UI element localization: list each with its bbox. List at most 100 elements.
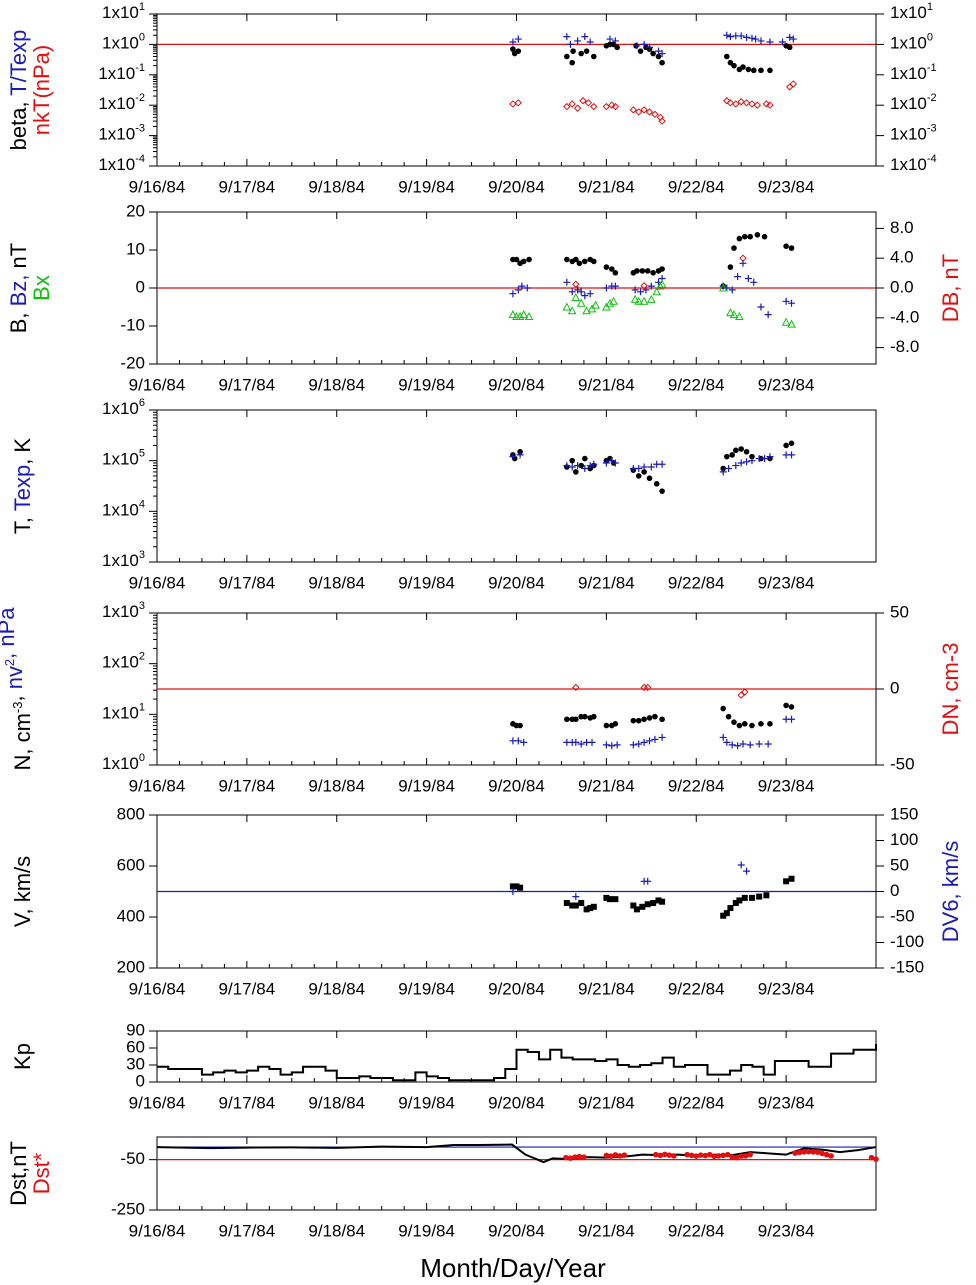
data-point-beta: [640, 106, 648, 114]
x-tick-label: 9/17/84: [219, 776, 276, 795]
y-axis-label-mag: B, Bz, nT: [6, 243, 31, 334]
data-point-velocity: [743, 867, 751, 875]
series-line-kp: [157, 1044, 877, 1082]
y-tick-label: 1x101: [102, 701, 145, 723]
data-point-temp: [653, 480, 660, 487]
data-point-beta: [514, 35, 522, 43]
data-point-dst: [868, 1154, 875, 1161]
x-tick-label: 9/16/84: [129, 776, 186, 795]
data-point-mag: [781, 317, 791, 326]
data-point-mag: [652, 287, 662, 296]
x-tick-label: 9/19/84: [398, 979, 455, 998]
data-point-mag: [602, 302, 611, 311]
data-point-density: [635, 717, 642, 724]
data-point-density: [520, 738, 528, 746]
data-point-dst: [801, 1149, 807, 1155]
x-tick-label: 9/21/84: [578, 979, 635, 998]
x-tick-label: 9/18/84: [308, 1093, 365, 1112]
data-point-beta: [786, 33, 794, 41]
data-point-beta: [602, 102, 611, 111]
y-axis-label-mag: Bx: [29, 275, 54, 301]
x-tick-label: 9/20/84: [488, 573, 545, 592]
data-point-beta: [583, 48, 590, 54]
data-point-temp: [743, 448, 750, 455]
y-tick-label: -50: [120, 1149, 145, 1168]
panel-velocity: 9/16/84 9/17/84 9/18/84 9/19/84 9/20/84 9/21/…: [10, 804, 963, 998]
data-point-beta: [637, 48, 644, 54]
data-point-mag: [591, 300, 600, 309]
data-point-temp: [635, 473, 642, 479]
x-tick-label: 9/23/84: [758, 1093, 815, 1112]
data-point-dst: [873, 1156, 879, 1162]
x-axis-title: Month/Day/Year: [420, 1253, 606, 1283]
data-point-dst: [657, 1152, 664, 1159]
x-tick-label: 9/21/84: [578, 177, 635, 196]
x-tick-label: 9/22/84: [668, 776, 725, 795]
data-point-beta: [611, 37, 619, 45]
data-point-mag: [659, 266, 665, 272]
y-axis-label-part: B,: [6, 306, 31, 333]
data-point-beta: [732, 100, 740, 108]
data-point-temp: [581, 465, 589, 473]
y-tick-label: 0: [136, 1071, 145, 1090]
x-tick-label: 9/23/84: [758, 375, 815, 394]
data-point-beta: [742, 99, 751, 107]
data-point-beta: [590, 53, 597, 60]
data-point-beta: [726, 33, 734, 41]
data-point-velocity: [633, 906, 640, 913]
x-tick-label: 9/21/84: [578, 1221, 635, 1240]
right-y-tick-label: 1x10-4: [890, 153, 937, 175]
right-y-tick-label: 1x101: [890, 1, 933, 23]
data-point-mag: [727, 264, 734, 270]
y-axis-label-dst: Dst*: [29, 1152, 54, 1194]
data-point-density: [613, 741, 621, 749]
data-point-velocity: [732, 899, 739, 906]
data-point-mag: [788, 299, 796, 307]
y-tick-label: 800: [117, 804, 145, 823]
y-axis-label-part: V, km/s: [10, 856, 35, 927]
x-tick-label: 9/19/84: [398, 1221, 455, 1240]
data-point-dst: [612, 1152, 619, 1158]
data-point-dst: [742, 1153, 749, 1159]
data-point-mag: [631, 286, 639, 294]
data-point-temp: [749, 453, 755, 460]
data-point-mag: [634, 268, 640, 274]
data-point-mag: [750, 278, 758, 286]
data-point-density: [767, 721, 773, 727]
right-y-tick-label: -50: [890, 754, 915, 773]
data-point-beta: [766, 101, 774, 109]
y-tick-label: 1x105: [102, 448, 145, 470]
data-point-velocity: [639, 903, 646, 910]
data-point-beta: [748, 100, 756, 108]
x-tick-label: 9/17/84: [219, 979, 276, 998]
x-tick-label: 9/16/84: [129, 1093, 186, 1112]
data-point-beta: [646, 43, 654, 51]
data-point-temp: [646, 475, 653, 482]
data-point-temp: [724, 453, 730, 460]
data-point-dst: [724, 1151, 731, 1158]
data-point-beta: [573, 104, 582, 112]
right-y-tick-label: 0.0: [890, 277, 914, 296]
data-point-mag: [731, 245, 737, 251]
data-point-mag: [657, 279, 667, 288]
y-tick-label: 1x106: [102, 397, 145, 419]
data-point-mag: [572, 280, 580, 288]
x-tick-label: 9/18/84: [308, 177, 365, 196]
y-axis-label-part: -3: [10, 702, 25, 714]
data-point-beta: [745, 66, 752, 73]
data-point-mag: [650, 270, 656, 276]
data-point-beta: [766, 38, 774, 46]
data-point-beta: [611, 102, 620, 111]
data-point-density: [588, 738, 596, 746]
data-point-beta: [750, 67, 757, 74]
data-point-mag: [639, 268, 646, 274]
plot-frame-beta: [156, 13, 877, 167]
panel-mag: 9/16/84 9/17/84 9/18/84 9/19/84 9/20/84 9/21/…: [6, 201, 963, 394]
data-point-mag: [571, 292, 581, 301]
data-point-mag: [734, 273, 742, 281]
right-y-tick-label: 4.0: [890, 248, 914, 267]
data-point-beta: [566, 40, 574, 48]
data-point-beta: [723, 97, 731, 105]
data-point-beta: [758, 67, 764, 74]
data-point-mag: [586, 290, 594, 298]
